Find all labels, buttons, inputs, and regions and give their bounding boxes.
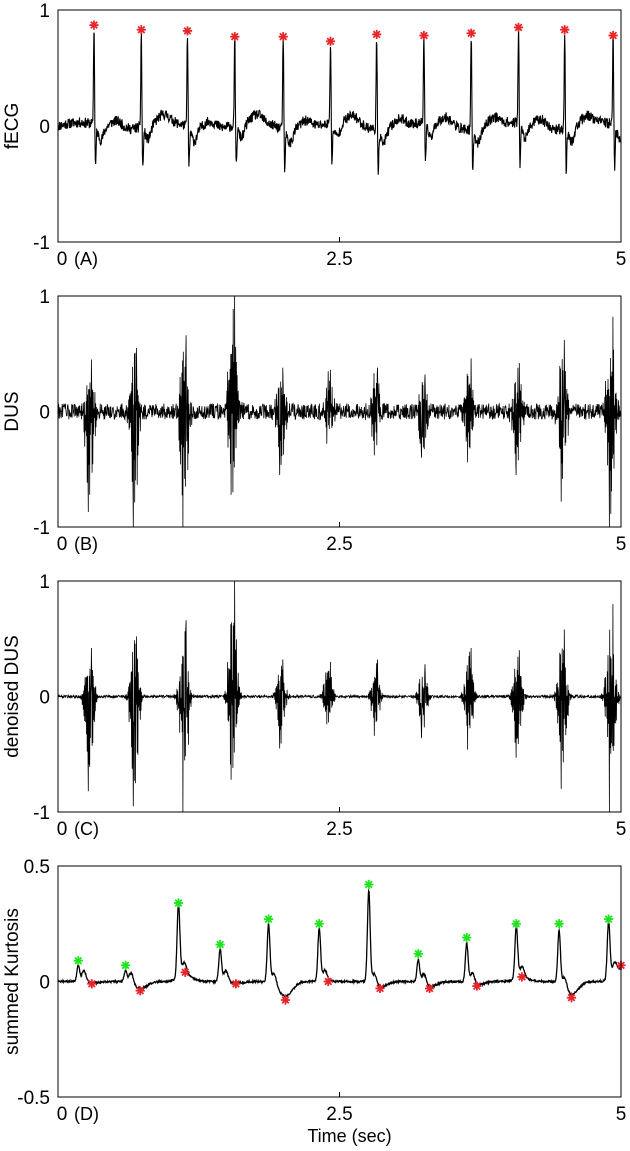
panel-b-label: (B) <box>74 534 98 554</box>
panel-a-marker-s0-3 <box>230 32 240 42</box>
panel-a-marker-s0-11 <box>608 30 618 41</box>
panel-d-axes <box>57 865 622 1098</box>
panel-a-marker-s0-8 <box>466 28 476 38</box>
panel-c-xtick-label-0: 0 <box>57 819 68 840</box>
panel-c-xtick-label-1: 2.5 <box>326 819 352 840</box>
panel-b-ytick-label-0: -1 <box>33 518 50 539</box>
panel-a-marker-s0-5 <box>325 36 336 46</box>
panel-d-marker-s0-1 <box>121 960 131 970</box>
panel-d-marker-s0-5 <box>314 919 324 929</box>
panel-c-ytick-label-1: 0 <box>39 688 50 709</box>
panel-d-marker-s0-7 <box>413 949 423 959</box>
panel-a-xtick-label-0: 0 <box>57 249 68 270</box>
panel-a-ytick-label-0: -1 <box>33 233 50 254</box>
panel-d-xtick-label-1: 2.5 <box>326 1104 352 1125</box>
panel-d-marker-s1-3 <box>231 979 241 989</box>
panel-c-signal-trace <box>57 580 622 813</box>
panel-d-marker-s0-8 <box>462 933 472 943</box>
panel-d-marker-s0-9 <box>511 919 521 929</box>
panel-a-marker-s0-2 <box>182 26 193 36</box>
panel-a-marker-s0-4 <box>278 32 288 42</box>
panel-b-ytick-label-1: 0 <box>39 403 50 424</box>
panel-b-xtick-label-1: 2.5 <box>326 534 352 555</box>
panel-d-ytick-label-1: 0 <box>39 973 50 994</box>
panel-a-ytick-label-1: 0 <box>39 117 50 138</box>
panel-b-ytick-label-2: 1 <box>39 287 50 308</box>
panel-c: -1 0 1 0 2.5 5 (C) denoised DUS <box>2 572 626 840</box>
panel-c-xtick-label-2: 5 <box>616 819 627 840</box>
panel-d-xtick-label-0: 0 <box>57 1104 68 1125</box>
panel-b-ylabel: DUS <box>2 391 23 431</box>
panel-d-marker-s0-10 <box>554 919 564 929</box>
panel-d-marker-s1-8 <box>472 981 482 991</box>
panel-c-label: (C) <box>74 819 99 839</box>
panel-d-label: (D) <box>74 1104 99 1124</box>
panel-a-marker-s0-1 <box>136 25 146 35</box>
panel-d-marker-s0-3 <box>215 939 225 950</box>
panel-a-marker-s0-6 <box>372 29 382 39</box>
panel-d-ytick-label-2: 0.5 <box>24 857 50 878</box>
panel-d-marker-s1-6 <box>375 983 385 993</box>
panel-b-signal-trace <box>57 295 622 528</box>
panel-a-label: (A) <box>74 249 98 269</box>
x-axis-label: Time (sec) <box>307 1126 391 1146</box>
panel-d-marker-s0-6 <box>364 879 374 890</box>
panel-a-ylabel: fECG <box>2 103 23 149</box>
panel-d-marker-s1-2 <box>180 967 190 977</box>
panel-c-ytick-label-0: -1 <box>33 803 50 824</box>
panel-d-xtick-label-2: 5 <box>616 1104 627 1125</box>
panel-d-signal-trace <box>57 888 622 998</box>
panel-d-marker-s1-0 <box>87 979 97 989</box>
panel-a: -1 0 1 0 2.5 5 (A) fECG <box>2 1 626 270</box>
panel-d-marker-s0-2 <box>173 898 184 908</box>
panel-d: -0.5 0 0.5 0 2.5 5 (D) summed Kurtosis T… <box>2 857 626 1146</box>
panel-b-axes <box>57 295 622 528</box>
panel-c-ytick-label-2: 1 <box>39 572 50 593</box>
panel-a-markers <box>89 20 618 46</box>
panel-a-signal-trace <box>57 26 622 175</box>
panel-d-marker-s1-9 <box>517 972 527 982</box>
panel-a-marker-s0-9 <box>513 22 524 32</box>
panel-d-marker-s0-0 <box>73 956 83 966</box>
panel-d-marker-s0-4 <box>264 914 274 924</box>
panel-b-xtick-label-2: 5 <box>616 534 627 555</box>
panel-d-marker-s1-1 <box>135 986 145 996</box>
panel-d-marker-s1-5 <box>323 976 333 987</box>
panel-a-axes <box>57 9 622 243</box>
panel-c-axes <box>57 580 622 813</box>
panel-d-markers <box>73 879 626 1005</box>
panel-a-xtick-label-2: 5 <box>616 249 627 270</box>
panel-d-ytick-label-0: -0.5 <box>17 1088 50 1109</box>
panel-d-marker-s1-10 <box>566 993 577 1003</box>
panel-a-marker-s0-7 <box>419 30 429 41</box>
panel-b-xtick-label-0: 0 <box>57 534 68 555</box>
panel-a-marker-s0-0 <box>89 20 99 30</box>
panel-a-marker-s0-10 <box>560 25 570 35</box>
panel-b: -1 0 1 0 2.5 5 (B) DUS <box>2 287 626 555</box>
panel-d-ylabel: summed Kurtosis <box>2 908 23 1055</box>
panel-d-marker-s0-11 <box>604 914 614 924</box>
panel-c-ylabel: denoised DUS <box>2 635 23 758</box>
panel-a-xtick-label-1: 2.5 <box>326 249 352 270</box>
panel-d-marker-s1-4 <box>280 995 291 1005</box>
panel-a-ytick-label-2: 1 <box>39 1 50 22</box>
panel-d-marker-s1-7 <box>425 983 435 993</box>
